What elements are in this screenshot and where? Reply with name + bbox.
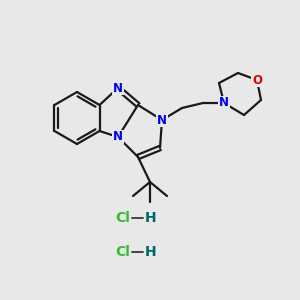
Text: Cl: Cl [116, 245, 130, 259]
Text: H: H [145, 211, 157, 225]
Text: N: N [113, 130, 123, 143]
Text: Cl: Cl [116, 211, 130, 225]
Text: O: O [252, 74, 262, 86]
Text: N: N [113, 82, 123, 94]
Text: N: N [157, 113, 167, 127]
Text: N: N [219, 97, 229, 110]
Text: H: H [145, 245, 157, 259]
